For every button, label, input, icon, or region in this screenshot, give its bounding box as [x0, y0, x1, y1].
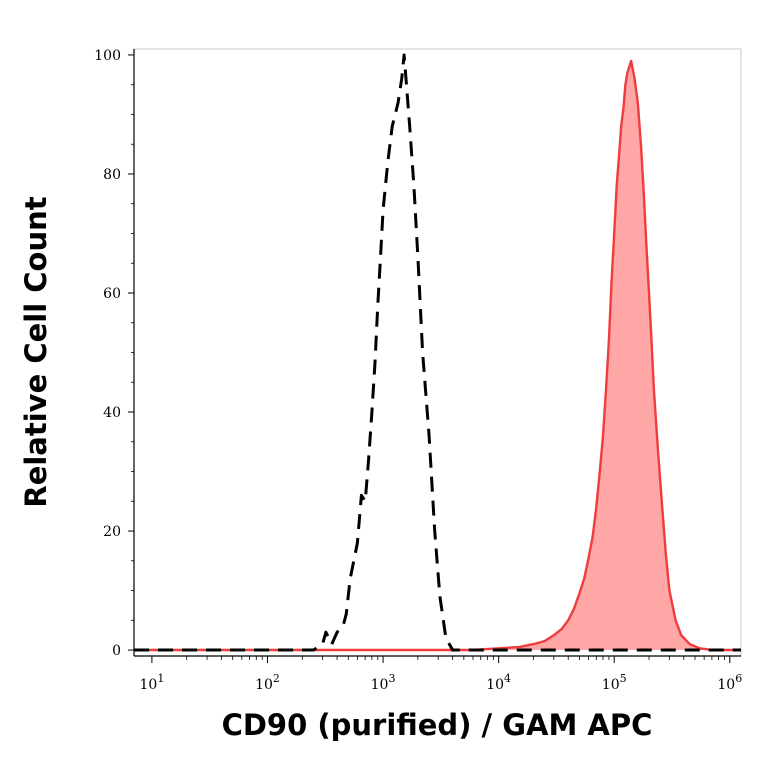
x-tick-label-4: 105: [602, 672, 627, 693]
series-1-fill: [134, 60, 741, 650]
y-tick-label-0: 0: [112, 643, 121, 659]
series-layer: [134, 53, 741, 652]
tick-layer: 0 20 40 60 80 100 101 102 103 104 105 106: [94, 48, 742, 693]
series-0-line: [134, 53, 741, 652]
x-tick-label-2: 103: [371, 672, 396, 693]
y-tick-label-2: 40: [103, 405, 121, 421]
y-axis-title: Relative Cell Count: [19, 196, 53, 507]
y-tick-label-5: 100: [94, 48, 121, 64]
x-tick-label-3: 104: [486, 672, 511, 693]
y-tick-label-4: 80: [103, 167, 121, 183]
x-axis-title: CD90 (purified) / GAM APC: [222, 708, 653, 742]
x-tick-label-5: 106: [717, 672, 742, 693]
y-tick-label-1: 20: [103, 524, 121, 540]
y-tick-label-3: 60: [103, 286, 121, 302]
series-1-line: [134, 59, 741, 652]
x-tick-label-0: 101: [139, 672, 164, 693]
x-tick-label-1: 102: [255, 672, 280, 693]
